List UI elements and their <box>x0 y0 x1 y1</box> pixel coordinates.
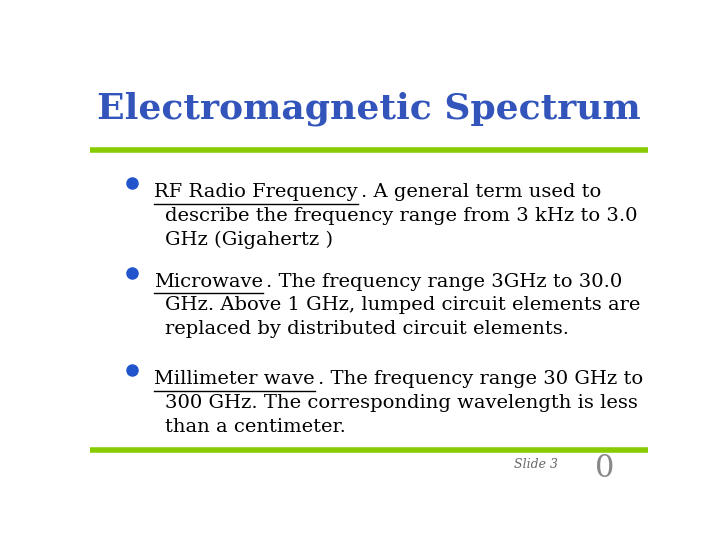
Text: describe the frequency range from 3 kHz to 3.0: describe the frequency range from 3 kHz … <box>166 207 638 225</box>
Text: 0: 0 <box>595 454 614 484</box>
Text: Slide 3: Slide 3 <box>514 458 558 471</box>
Text: Microwave: Microwave <box>154 273 264 291</box>
Text: . The frequency range 3GHz to 30.0: . The frequency range 3GHz to 30.0 <box>266 273 622 291</box>
Text: . The frequency range 30 GHz to: . The frequency range 30 GHz to <box>318 370 643 388</box>
Text: replaced by distributed circuit elements.: replaced by distributed circuit elements… <box>166 320 570 338</box>
Text: Millimeter wave: Millimeter wave <box>154 370 315 388</box>
Text: . A general term used to: . A general term used to <box>361 183 600 201</box>
Text: Electromagnetic Spectrum: Electromagnetic Spectrum <box>97 91 641 126</box>
Text: RF Radio Frequency: RF Radio Frequency <box>154 183 358 201</box>
Text: 300 GHz. The corresponding wavelength is less: 300 GHz. The corresponding wavelength is… <box>166 394 638 412</box>
Text: GHz (Gigahertz ): GHz (Gigahertz ) <box>166 231 333 249</box>
Text: than a centimeter.: than a centimeter. <box>166 418 346 436</box>
Text: GHz. Above 1 GHz, lumped circuit elements are: GHz. Above 1 GHz, lumped circuit element… <box>166 296 641 314</box>
